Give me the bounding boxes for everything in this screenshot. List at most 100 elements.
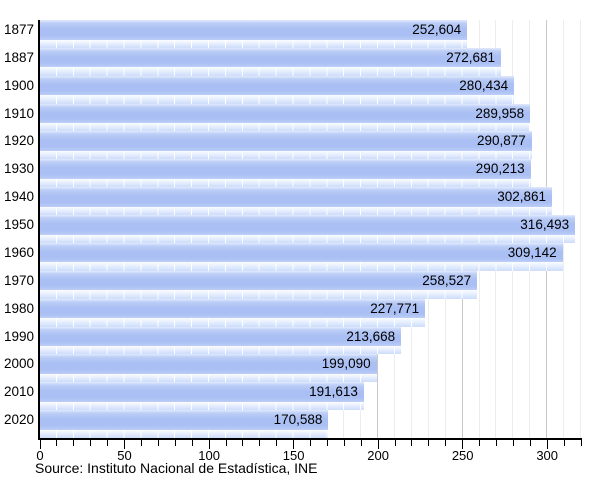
x-tick	[462, 440, 464, 449]
bar-row: 227,771	[40, 298, 581, 327]
x-tick	[225, 440, 227, 446]
year-label: 1950	[3, 217, 34, 233]
bar	[40, 354, 377, 374]
bar-reflection	[40, 234, 576, 243]
bar-value-label: 252,604	[412, 22, 462, 37]
x-tick	[529, 440, 531, 446]
bar	[40, 298, 426, 319]
year-label: 1960	[3, 244, 34, 260]
bar	[40, 382, 364, 402]
x-tick	[73, 440, 75, 446]
bar-value-label: 227,771	[370, 300, 420, 316]
bar	[40, 131, 532, 151]
x-tick	[276, 440, 278, 446]
x-tick	[580, 440, 582, 446]
bar-row: 280,434	[40, 75, 581, 104]
bar-value-label: 170,588	[273, 412, 323, 428]
plot-area: 252,604 272,681 280,434 289,958 290,877 290,2…	[40, 20, 581, 439]
bar-reflection	[40, 373, 377, 383]
x-tick	[124, 440, 125, 449]
x-tick	[293, 440, 295, 449]
x-tick-label: 200	[367, 448, 389, 463]
x-tick-label: 250	[451, 448, 474, 463]
x-tick	[343, 440, 345, 446]
x-tick	[377, 440, 379, 449]
bar	[40, 47, 501, 68]
x-tick-label: 100	[198, 448, 220, 463]
x-tick	[157, 440, 159, 446]
x-tick	[191, 440, 193, 446]
bar	[40, 20, 468, 40]
x-tick-label: 150	[282, 448, 305, 463]
x-tick-label: 0	[36, 448, 44, 463]
bar-value-label: 290,213	[475, 161, 525, 177]
x-tick	[411, 440, 413, 446]
x-tick	[90, 440, 92, 446]
x-tick-label: 300	[536, 448, 559, 463]
x-tick	[39, 440, 41, 449]
bar-row: 252,604	[40, 20, 581, 48]
gridline-minor	[580, 20, 581, 438]
bar-reflection	[40, 401, 364, 411]
x-tick	[360, 440, 362, 446]
bar-value-label: 213,668	[346, 328, 396, 344]
year-label: 2020	[3, 412, 34, 428]
bar	[40, 410, 329, 430]
y-axis-line	[38, 20, 40, 440]
bar-reflection	[40, 178, 531, 188]
x-tick	[259, 440, 261, 446]
bar	[40, 159, 531, 179]
bar-value-label: 280,434	[459, 77, 509, 93]
x-tick	[496, 440, 497, 446]
bar-value-label: 258,527	[422, 272, 472, 288]
year-label: 1877	[3, 22, 34, 37]
year-label: 2010	[3, 384, 34, 400]
bar-value-label: 272,681	[446, 49, 495, 65]
bar-reflection	[40, 95, 515, 104]
bar	[40, 75, 515, 96]
year-label: 1930	[3, 161, 34, 177]
x-tick	[140, 440, 142, 446]
bar	[40, 215, 576, 235]
bar-row: 170,588	[40, 410, 581, 439]
bar-row: 309,142	[40, 242, 581, 271]
bar	[40, 187, 552, 207]
x-tick	[512, 440, 514, 446]
bar-value-label: 316,493	[520, 217, 570, 233]
bar-row: 302,861	[40, 187, 581, 216]
bar-reflection	[40, 150, 532, 160]
bar-row: 290,213	[40, 159, 581, 188]
year-label: 1980	[3, 300, 34, 316]
bar-value-label: 309,142	[507, 244, 557, 260]
bar-value-label: 302,861	[497, 189, 546, 205]
x-tick	[546, 440, 548, 449]
year-label: 2000	[3, 356, 34, 372]
x-tick	[394, 440, 396, 446]
year-label: 1920	[3, 133, 34, 149]
bar-reflection	[40, 290, 478, 299]
bar-reflection	[40, 429, 329, 439]
bar	[40, 326, 402, 347]
x-tick	[56, 440, 58, 446]
bar-row: 213,668	[40, 326, 581, 355]
x-tick	[479, 440, 481, 446]
x-tick	[445, 440, 447, 446]
bar-value-label: 290,877	[477, 133, 526, 149]
year-label: 1990	[3, 328, 34, 344]
bar-reflection	[40, 67, 501, 76]
year-label: 1887	[3, 49, 34, 65]
bar-value-label: 191,613	[309, 384, 358, 400]
bar	[40, 270, 478, 291]
bar-row: 272,681	[40, 47, 581, 76]
bar-value-label: 199,090	[321, 356, 371, 372]
bar-row: 199,090	[40, 354, 581, 383]
bar	[40, 103, 531, 124]
x-tick	[326, 440, 328, 446]
bar-row: 191,613	[40, 382, 581, 411]
year-label: 1900	[3, 77, 34, 93]
bar-row: 289,958	[40, 103, 581, 132]
x-tick	[208, 440, 210, 449]
year-label: 1910	[3, 105, 34, 121]
bar-reflection	[40, 39, 468, 48]
